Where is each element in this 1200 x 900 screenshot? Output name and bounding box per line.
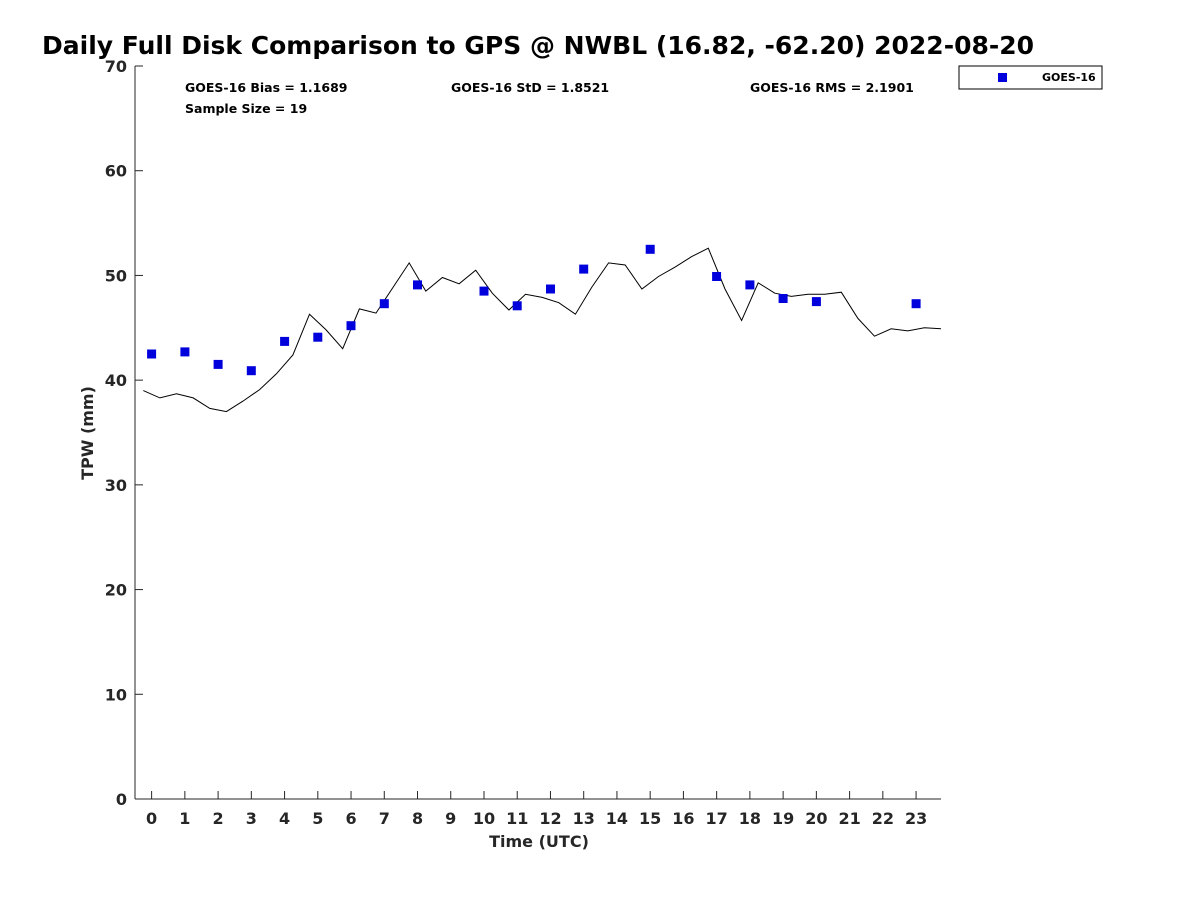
chart-title: Daily Full Disk Comparison to GPS @ NWBL… <box>42 31 1034 60</box>
gps-series-line <box>143 247 942 413</box>
goes-16-point-6 <box>346 321 356 331</box>
goes-16-point-8 <box>413 280 422 290</box>
y-tick-label-0: 0 <box>116 790 127 809</box>
x-tick-label-20: 20 <box>805 809 827 828</box>
y-axis-label: TPW (mm) <box>78 386 97 480</box>
x-tick-label-19: 19 <box>772 809 794 828</box>
x-tick-label-13: 13 <box>573 809 595 828</box>
legend-label-goes-16: GOES-16 <box>1042 71 1096 84</box>
goes-16-point-5 <box>313 332 323 342</box>
y-tick-label-6: 60 <box>105 162 127 181</box>
x-tick-label-5: 5 <box>312 809 323 828</box>
x-tick-label-23: 23 <box>905 809 927 828</box>
x-tick-label-1: 1 <box>179 809 190 828</box>
x-tick-label-10: 10 <box>473 809 495 828</box>
x-tick-label-21: 21 <box>838 809 860 828</box>
goes-16-point-17 <box>811 297 821 307</box>
x-tick-label-14: 14 <box>606 809 628 828</box>
x-tick-label-12: 12 <box>539 809 561 828</box>
goes-16-point-14 <box>712 272 722 281</box>
y-tick-label-5: 50 <box>105 266 127 285</box>
goes-16-point-4 <box>280 336 290 346</box>
x-tick-label-2: 2 <box>213 809 224 828</box>
goes-16-point-16 <box>778 294 788 303</box>
y-tick-label-3: 30 <box>105 476 127 495</box>
y-tick-label-4: 40 <box>105 371 127 390</box>
x-tick-label-0: 0 <box>146 809 157 828</box>
x-tick-label-17: 17 <box>706 809 728 828</box>
x-tick-label-16: 16 <box>672 809 694 828</box>
goes-16-series-points <box>147 244 921 376</box>
legend: GOES-16 <box>958 65 1103 90</box>
goes-16-point-1 <box>180 347 190 357</box>
goes-16-point-13 <box>645 244 655 254</box>
x-tick-label-18: 18 <box>739 809 761 828</box>
stat-std: GOES-16 StD = 1.8521 <box>451 80 609 95</box>
x-tick-label-7: 7 <box>379 809 390 828</box>
x-tick-label-6: 6 <box>345 809 356 828</box>
goes-16-point-12 <box>579 264 589 274</box>
x-tick-label-22: 22 <box>872 809 894 828</box>
x-tick-label-15: 15 <box>639 809 661 828</box>
stat-bias: GOES-16 Bias = 1.1689 <box>185 80 347 95</box>
goes-16-point-11 <box>546 284 555 294</box>
x-tick-label-3: 3 <box>246 809 257 828</box>
x-tick-label-4: 4 <box>279 809 290 828</box>
legend-marker-goes-16 <box>998 73 1007 82</box>
x-axis-ticks: 0 1 2 3 4 5 6 7 8 9 10 11 12 13 14 15 16 17 18 19 20 21 22 23 <box>146 791 927 828</box>
y-tick-label-7: 70 <box>105 57 127 76</box>
goes-16-point-0 <box>147 349 157 359</box>
y-axis-ticks: 0 10 20 30 40 50 60 70 <box>105 57 143 809</box>
x-tick-label-9: 9 <box>445 809 456 828</box>
y-tick-label-1: 10 <box>105 685 127 704</box>
goes-16-point-2 <box>213 359 223 369</box>
legend-box <box>958 65 1103 90</box>
x-tick-label-8: 8 <box>412 809 423 828</box>
x-axis-label: Time (UTC) <box>489 832 589 851</box>
goes-16-point-9 <box>479 286 489 296</box>
y-tick-label-2: 20 <box>105 581 127 600</box>
goes-16-point-7 <box>379 299 389 309</box>
stat-rms: GOES-16 RMS = 2.1901 <box>750 80 914 95</box>
goes-16-point-15 <box>745 280 755 290</box>
stat-sample-size: Sample Size = 19 <box>185 101 307 116</box>
goes-16-point-3 <box>246 366 256 376</box>
x-tick-label-11: 11 <box>506 809 528 828</box>
goes-16-point-10 <box>512 301 522 311</box>
goes-16-point-18 <box>911 299 921 309</box>
